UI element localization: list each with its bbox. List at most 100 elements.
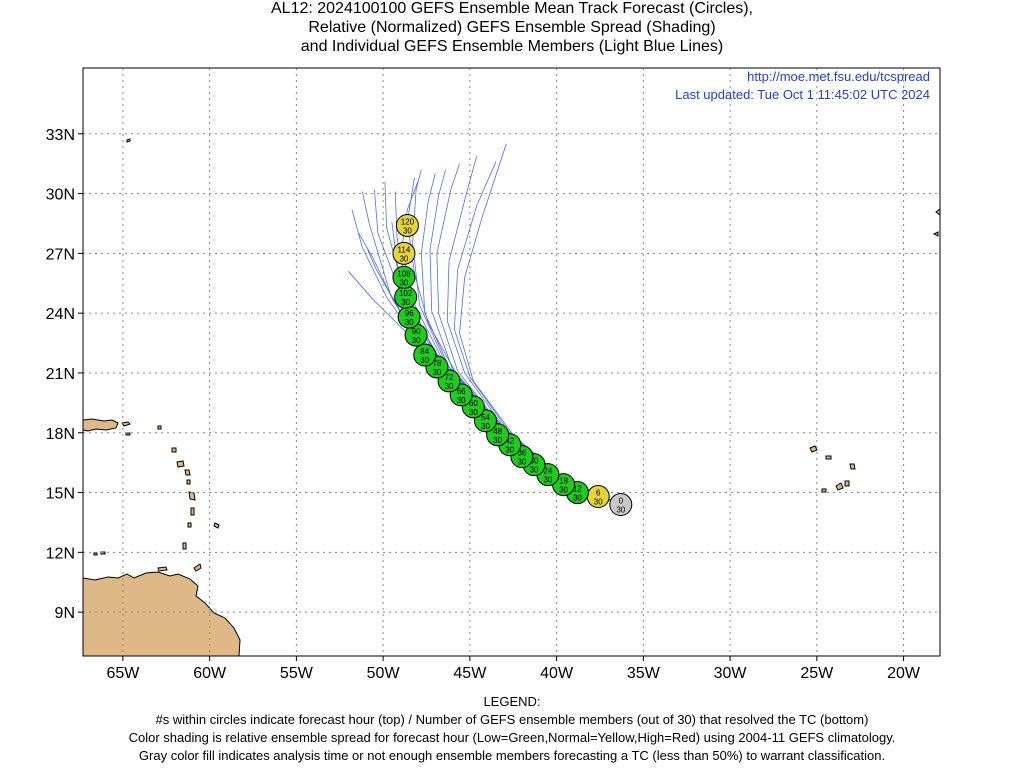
forecast-point-circle: [395, 213, 419, 237]
puerto-rico-landmass: [83, 418, 119, 432]
forecast-hour-label: 24: [543, 467, 552, 476]
lesser-antilles-island: [171, 447, 177, 453]
lon-tick-label: 20W: [887, 665, 921, 682]
lat-tick-label: 12N: [46, 545, 75, 562]
member-count-label: 30: [517, 458, 526, 467]
virgin-islands: [121, 421, 131, 427]
lon-tick-label: 25W: [800, 665, 834, 682]
forecast-hour-label: 114: [398, 245, 411, 254]
member-count-label: 30: [469, 408, 478, 417]
forecast-hour-label: 108: [397, 269, 411, 278]
title-line-1: AL12: 2024100100 GEFS Ensemble Mean Trac…: [271, 0, 753, 17]
lesser-antilles-island: [157, 425, 162, 430]
axis-ticks: 9N 12N 15N 18N 21N 24N 27N 30N 33N 65W 60W 55W 50W 45…: [46, 127, 921, 682]
canary-island: [935, 208, 940, 216]
south-america-landmass: [83, 571, 241, 656]
canary-island: [932, 231, 939, 237]
title-line-3: and Individual GEFS Ensemble Members (Li…: [300, 38, 724, 55]
map-frame: [82, 67, 941, 657]
lesser-antilles-island: [190, 507, 195, 516]
mean-track-points: 0306301230183024303030363042304830543060…: [392, 213, 633, 517]
forecast-hour-label: 84: [420, 347, 429, 356]
forecast-hour-label: 66: [457, 387, 466, 396]
lat-tick-label: 18N: [46, 426, 75, 443]
chart-title: AL12: 2024100100 GEFS Ensemble Mean Trac…: [0, 0, 1024, 56]
member-count-label: 30: [445, 382, 454, 391]
member-count-label: 30: [401, 298, 410, 307]
last-updated-text: Last updated: Tue Oct 1 11:45:02 UTC 202…: [675, 87, 930, 102]
forecast-point: 630: [586, 485, 610, 509]
member-count-label: 30: [543, 476, 552, 485]
lesser-antilles-island: [187, 522, 192, 528]
member-count-label: 30: [420, 356, 429, 365]
lat-tick-label: 21N: [46, 366, 75, 383]
member-count-label: 30: [493, 436, 502, 445]
source-url[interactable]: http://moe.met.fsu.edu/tcspread: [747, 69, 930, 84]
forecast-hour-label: 48: [493, 427, 502, 436]
legend-line-3: Gray color fill indicates analysis time …: [138, 748, 886, 763]
lon-tick-label: 55W: [280, 665, 314, 682]
lon-tick-label: 65W: [106, 665, 140, 682]
lat-tick-label: 30N: [46, 187, 75, 204]
cape-verde-island: [844, 480, 850, 487]
legend: LEGEND: #s within circles indicate forec…: [0, 693, 1024, 765]
member-count-label: 30: [616, 506, 625, 515]
member-count-label: 30: [594, 498, 603, 507]
member-count-label: 30: [432, 368, 441, 377]
forecast-hour-label: 12: [573, 485, 582, 494]
forecast-point-circle: [392, 241, 416, 265]
cape-verde-island: [821, 488, 827, 493]
lesser-antilles-island: [186, 479, 191, 485]
lon-tick-label: 40W: [540, 665, 574, 682]
cape-verde-island: [849, 463, 856, 470]
member-count-label: 30: [412, 336, 421, 345]
member-count-label: 30: [530, 466, 539, 475]
member-count-label: 30: [573, 494, 582, 503]
trinidad-island: [193, 563, 202, 572]
lon-tick-label: 45W: [453, 665, 487, 682]
lesser-antilles-island: [184, 469, 191, 476]
forecast-hour-label: 78: [432, 359, 441, 368]
forecast-hour-label: 0: [619, 497, 624, 506]
lesser-antilles-island: [213, 522, 220, 529]
bermuda-island: [126, 138, 131, 143]
lon-tick-label: 60W: [193, 665, 227, 682]
member-count-label: 30: [505, 446, 514, 455]
lat-tick-label: 27N: [46, 246, 75, 263]
forecast-point: 030: [609, 493, 633, 517]
virgin-islands: [125, 432, 131, 436]
cape-verde-island: [835, 482, 844, 491]
forecast-hour-label: 72: [445, 373, 454, 382]
lon-tick-label: 30W: [714, 665, 748, 682]
forecast-hour-label: 18: [559, 477, 568, 486]
lesser-antilles-island: [188, 491, 196, 501]
cape-verde-island: [825, 455, 832, 460]
lat-tick-label: 15N: [46, 486, 75, 503]
lat-tick-label: 24N: [46, 306, 75, 323]
forecast-point-circle: [413, 343, 437, 367]
ocean-background: [83, 68, 940, 656]
forecast-hour-label: 120: [401, 217, 415, 226]
forecast-hour-label: 96: [405, 309, 414, 318]
land-layer: [83, 138, 940, 656]
lesser-antilles-island: [176, 460, 185, 468]
forecast-hour-label: 90: [412, 327, 421, 336]
member-count-label: 30: [481, 422, 490, 431]
member-count-label: 30: [457, 396, 466, 405]
legend-line-2: Color shading is relative ensemble sprea…: [128, 730, 896, 745]
gridlines: [83, 68, 940, 656]
forecast-hour-label: 30: [530, 457, 539, 466]
lat-tick-label: 9N: [55, 605, 75, 622]
member-count-label: 30: [403, 226, 412, 235]
member-count-label: 30: [399, 278, 408, 287]
lesser-antilles-island: [182, 542, 187, 550]
title-line-2: Relative (Normalized) GEFS Ensemble Spre…: [308, 19, 716, 36]
lon-tick-label: 35W: [627, 665, 661, 682]
lon-tick-label: 50W: [367, 665, 401, 682]
legend-line-1: #s within circles indicate forecast hour…: [155, 712, 869, 727]
